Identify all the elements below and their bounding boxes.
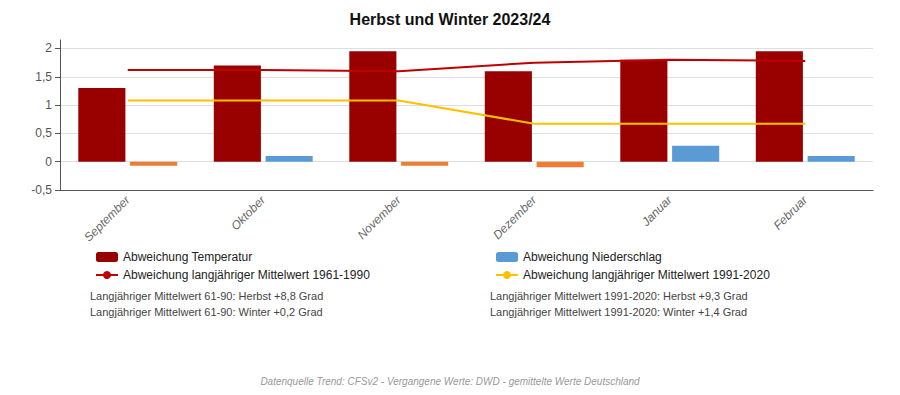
svg-text:Abweichung Temperatur: Abweichung Temperatur bbox=[123, 250, 252, 264]
svg-text:Herbst und Winter 2023/24: Herbst und Winter 2023/24 bbox=[350, 11, 551, 28]
svg-text:Langjähriger Mittelwert 61-90:: Langjähriger Mittelwert 61-90: Herbst +8… bbox=[90, 290, 323, 302]
svg-text:November: November bbox=[355, 192, 405, 242]
svg-text:September: September bbox=[81, 192, 133, 244]
svg-text:1,5: 1,5 bbox=[35, 70, 52, 84]
svg-text:Dezember: Dezember bbox=[490, 192, 540, 242]
svg-text:-0,5: -0,5 bbox=[31, 183, 52, 197]
svg-text:Abweichung langjähriger Mittel: Abweichung langjähriger Mittelwert 1991-… bbox=[523, 268, 770, 282]
svg-text:Oktober: Oktober bbox=[228, 192, 269, 233]
svg-text:1: 1 bbox=[45, 98, 52, 112]
svg-text:0,5: 0,5 bbox=[35, 126, 52, 140]
svg-text:Langjähriger Mittelwert 1991-2: Langjähriger Mittelwert 1991-2020: Winte… bbox=[490, 306, 747, 318]
svg-text:Februar: Februar bbox=[771, 192, 811, 232]
svg-text:0: 0 bbox=[45, 155, 52, 169]
svg-text:Langjähriger Mittelwert 61-90:: Langjähriger Mittelwert 61-90: Winter +0… bbox=[90, 306, 323, 318]
svg-text:2: 2 bbox=[45, 41, 52, 55]
svg-text:Langjähriger Mittelwert 1991-2: Langjähriger Mittelwert 1991-2020: Herbs… bbox=[490, 290, 748, 302]
svg-text:Abweichung Niederschlag: Abweichung Niederschlag bbox=[523, 250, 662, 264]
svg-text:Januar: Januar bbox=[638, 192, 675, 229]
svg-text:Abweichung langjähriger Mittel: Abweichung langjähriger Mittelwert 1961-… bbox=[123, 268, 370, 282]
svg-text:Datenquelle Trend: CFSv2 - Ver: Datenquelle Trend: CFSv2 - Vergangene We… bbox=[260, 376, 640, 387]
